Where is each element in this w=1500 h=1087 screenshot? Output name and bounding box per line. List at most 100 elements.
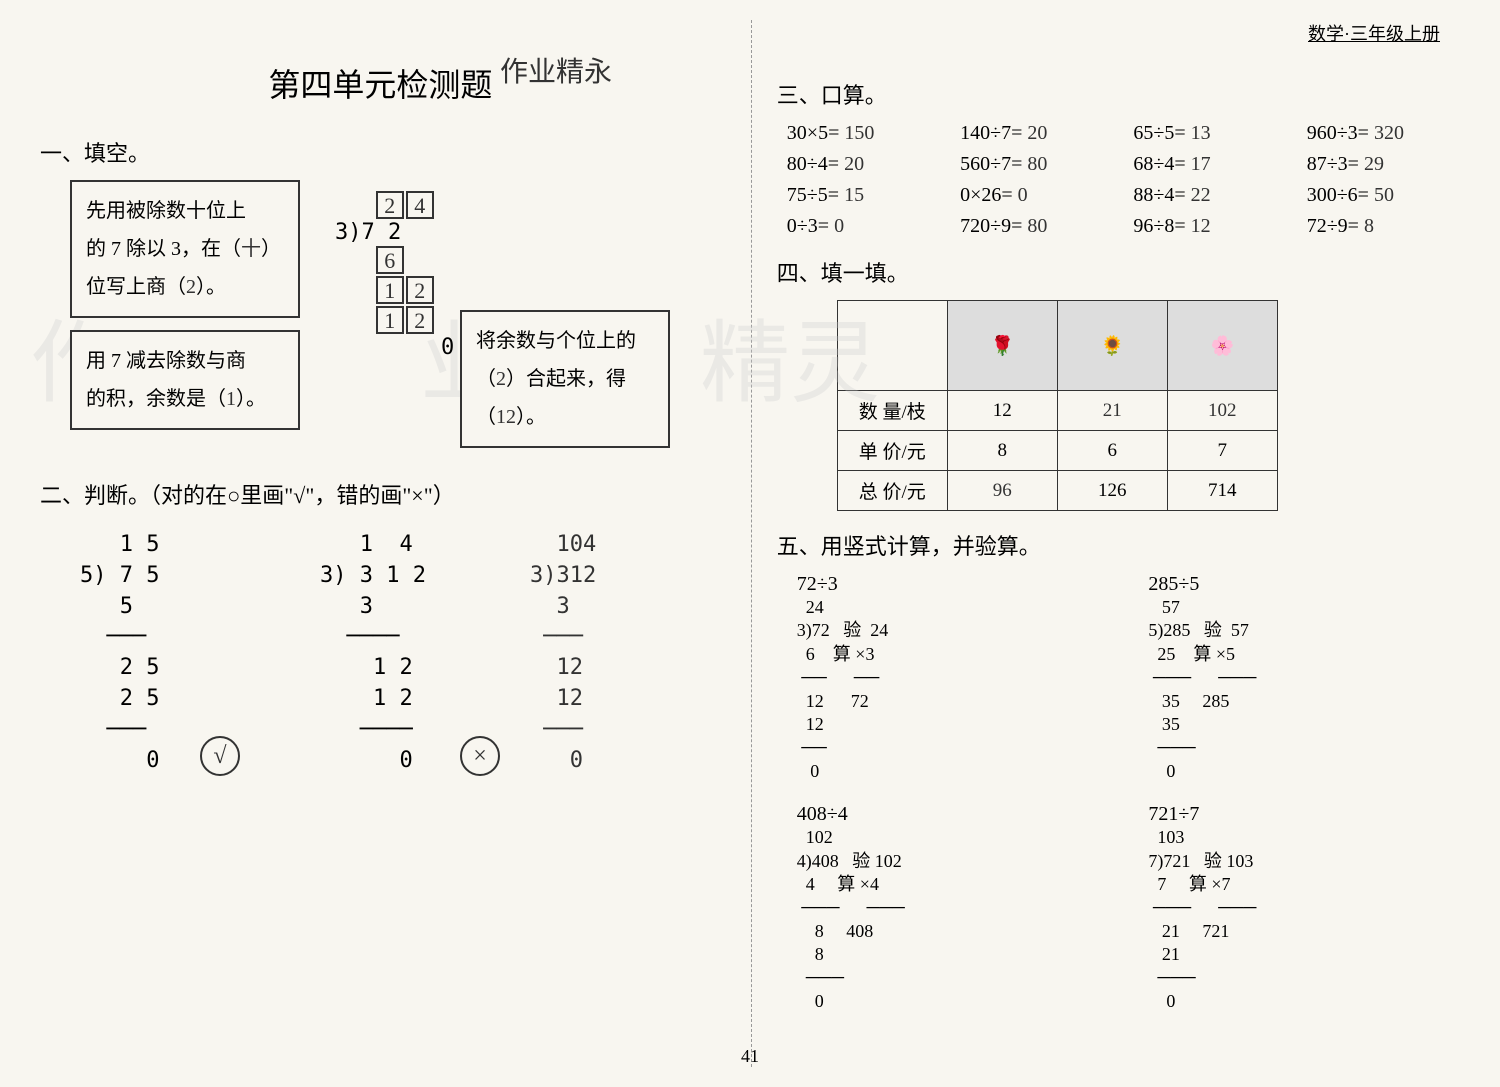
cell: 6: [1057, 431, 1167, 471]
mental-item: 140÷7= 20: [960, 122, 1113, 145]
step-digit: 1: [376, 306, 404, 334]
question: 65÷5=: [1133, 122, 1185, 144]
judge-mark: √: [200, 736, 240, 776]
answer: 20: [1027, 122, 1047, 144]
cell-answer: 21: [1057, 391, 1167, 431]
answer: 8: [1364, 215, 1374, 237]
question: 96÷8=: [1133, 215, 1185, 237]
section1-label: 一、填空。: [40, 136, 721, 168]
question: 720÷9=: [960, 215, 1022, 237]
q1-text: 先用被除数十位上: [86, 200, 246, 222]
q1-text: ）。: [516, 406, 546, 428]
mental-item: 87÷3= 29: [1307, 153, 1460, 176]
answer: 320: [1374, 122, 1404, 144]
cell-answer: 96: [947, 471, 1057, 511]
step-digit: 2: [406, 276, 434, 304]
question: 72÷9=: [1307, 215, 1359, 237]
divisor: 3: [335, 220, 348, 245]
q1-text: 的 7 除以 3，在（: [86, 238, 241, 260]
question: 960÷3=: [1307, 122, 1369, 144]
answer: 22: [1191, 184, 1211, 206]
step-digit: 2: [406, 306, 434, 334]
answer: 150: [844, 122, 874, 144]
mental-item: 560÷7= 80: [960, 153, 1113, 176]
q5-work: 103 7)721 验 103 7 算 ×7 ─── ─── 21 721 21…: [1148, 826, 1460, 1013]
row-label: 单 价/元: [837, 431, 947, 471]
question: 88÷4=: [1133, 184, 1185, 206]
section3-label: 三、口算。: [777, 78, 1460, 110]
question: 140÷7=: [960, 122, 1022, 144]
cell: 7: [1167, 431, 1277, 471]
step-digit: 1: [376, 276, 404, 304]
page-title: 第四单元检测题: [40, 60, 721, 106]
section5-label: 五、用竖式计算，并验算。: [777, 529, 1460, 561]
q1-answer: 12: [496, 406, 516, 428]
q1-division: 24 3)7 2 6 12 12 0: [335, 190, 454, 360]
answer: 13: [1191, 122, 1211, 144]
cell: 12: [947, 391, 1057, 431]
q5-grid: 72÷3 24 3)72 验 24 6 算 ×3 ── ── 12 72 12 …: [797, 573, 1460, 1013]
answer: 17: [1191, 153, 1211, 175]
quotient-digit: 4: [406, 191, 434, 219]
q1-answer: 十: [241, 238, 261, 260]
cell-answer: 102: [1167, 391, 1277, 431]
q1-text: ）。: [236, 388, 266, 410]
q1-container: 先用被除数十位上 的 7 除以 3，在（十） 位写上商（2）。 用 7 减去除数…: [40, 180, 721, 460]
table-row: 总 价/元 96 126 714: [837, 471, 1277, 511]
answer: 50: [1374, 184, 1394, 206]
mental-item: 75÷5= 15: [787, 184, 940, 207]
answer: 15: [844, 184, 864, 206]
question: 0÷3=: [787, 215, 829, 237]
question: 80÷4=: [787, 153, 839, 175]
mental-item: 300÷6= 50: [1307, 184, 1460, 207]
dividend: 7 2: [362, 220, 402, 245]
q5-item: 721÷7 103 7)721 验 103 7 算 ×7 ─── ─── 21 …: [1148, 803, 1460, 1013]
mental-item: 68÷4= 17: [1133, 153, 1286, 176]
mental-item: 88÷4= 22: [1133, 184, 1286, 207]
answer: 0: [834, 215, 844, 237]
question: 30×5=: [787, 122, 840, 144]
header-subject: 数学·三年级上册: [1308, 20, 1440, 46]
q5-item: 408÷4 102 4)408 验 102 4 算 ×4 ─── ─── 8 4…: [797, 803, 1109, 1013]
q2-correction: 104 3)312 3 ─── 12 12 ─── 0: [530, 530, 596, 776]
quotient-digit: 2: [376, 191, 404, 219]
answer: 12: [1191, 215, 1211, 237]
mental-grid: 30×5= 150 140÷7= 20 65÷5= 13 960÷3= 320 80÷4…: [787, 122, 1460, 238]
q1-text: ）: [261, 238, 281, 260]
mental-item: 0×26= 0: [960, 184, 1113, 207]
section2-label: 二、判断。（对的在○里画"√"，错的画"×"）: [40, 478, 721, 510]
row-label: 数 量/枝: [837, 391, 947, 431]
fill-table: 🌹 🌻 🌸 数 量/枝 12 21 102 单 价/元 8 6 7 总 价/元 …: [837, 300, 1278, 511]
q1-text: （: [476, 368, 496, 390]
judge-mark: ×: [460, 736, 500, 776]
q1-answer: 2: [186, 276, 196, 298]
section4-label: 四、填一填。: [777, 256, 1460, 288]
question: 68÷4=: [1133, 153, 1185, 175]
q1-text: 位写上商（: [86, 276, 186, 298]
q1-text: 的积，余数是（: [86, 388, 226, 410]
table-row: 🌹 🌻 🌸: [837, 301, 1277, 391]
flower-image: 🌸: [1167, 301, 1277, 391]
q5-question: 72÷3: [797, 573, 1109, 596]
flower-image: 🌹: [947, 301, 1057, 391]
answer: 80: [1027, 215, 1047, 237]
cell: 8: [947, 431, 1057, 471]
left-column: 第四单元检测题 作业精永 一、填空。 先用被除数十位上 的 7 除以 3，在（十…: [40, 20, 721, 1067]
q1-text: ）。: [196, 276, 226, 298]
mental-item: 65÷5= 13: [1133, 122, 1286, 145]
question: 87÷3=: [1307, 153, 1359, 175]
q5-item: 72÷3 24 3)72 验 24 6 算 ×3 ── ── 12 72 12 …: [797, 573, 1109, 783]
q1-text: ）合起来，得: [506, 368, 626, 390]
step-digit: 6: [376, 246, 404, 274]
mental-item: 72÷9= 8: [1307, 215, 1460, 238]
q5-work: 102 4)408 验 102 4 算 ×4 ─── ─── 8 408 8 ─…: [797, 826, 1109, 1013]
q1-box1: 先用被除数十位上 的 7 除以 3，在（十） 位写上商（2）。: [70, 180, 300, 318]
mental-item: 30×5= 150: [787, 122, 940, 145]
question: 75÷5=: [787, 184, 839, 206]
table-header-empty: [837, 301, 947, 391]
q1-answer: 2: [496, 368, 506, 390]
q1-text: 将余数与个位上的: [476, 330, 636, 352]
q2-item: 1 4 3) 3 1 2 3 ──── 1 2 1 2 ──── 0 × 104…: [320, 530, 596, 776]
q1-box3: 将余数与个位上的 （2）合起来，得 （12）。: [460, 310, 670, 448]
q5-item: 285÷5 57 5)285 验 57 25 算 ×5 ─── ─── 35 2…: [1148, 573, 1460, 783]
